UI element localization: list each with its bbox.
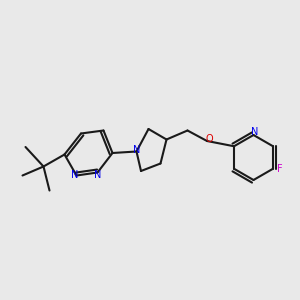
Text: N: N (94, 170, 101, 180)
Text: N: N (251, 127, 259, 137)
Text: F: F (277, 164, 282, 174)
Text: O: O (205, 134, 213, 144)
Text: N: N (71, 170, 79, 181)
Text: N: N (134, 145, 141, 155)
